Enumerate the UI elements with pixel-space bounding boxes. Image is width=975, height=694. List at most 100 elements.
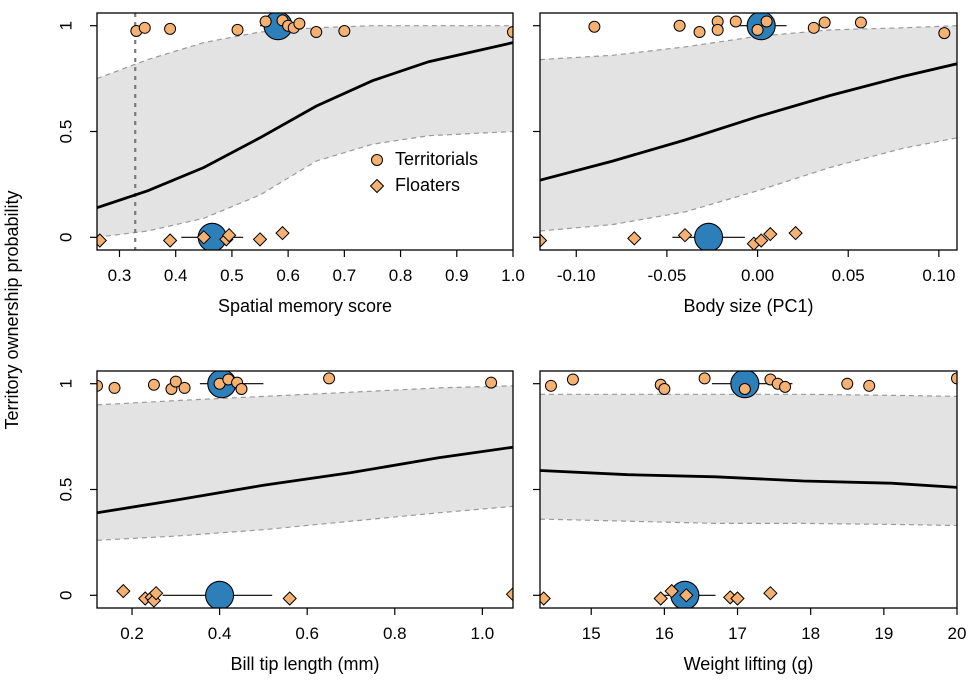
territorial-point xyxy=(566,373,579,386)
territorial-point xyxy=(178,381,191,394)
x-tick-label: 0.3 xyxy=(108,266,132,285)
plot-area xyxy=(540,13,957,250)
territorial-point xyxy=(147,378,160,391)
x-tick-label: 1.0 xyxy=(501,266,525,285)
territorial-point xyxy=(485,376,498,389)
territorial-point xyxy=(259,15,272,28)
territorial-point xyxy=(711,23,724,36)
territorial-point xyxy=(818,16,831,29)
floater-point xyxy=(763,226,778,242)
x-tick-label: -0.10 xyxy=(557,266,596,285)
territorial-point xyxy=(235,382,248,395)
x-tick-label: 0.6 xyxy=(276,266,300,285)
legend-label-floaters: Floaters xyxy=(395,175,460,195)
floater-point xyxy=(196,230,212,245)
y-tick-label: 1 xyxy=(56,21,75,30)
x-tick-label: 17 xyxy=(728,624,747,643)
floater-point xyxy=(653,591,668,606)
territorial-point xyxy=(673,19,686,32)
floater-point xyxy=(679,588,694,603)
y-tick-label: 1 xyxy=(56,379,75,388)
territorial-point xyxy=(863,379,876,392)
panel-4: 15 16 17 18 19 20 Weight lifting (g) xyxy=(533,370,966,674)
territorial-point xyxy=(169,375,182,388)
floater-point xyxy=(148,585,164,601)
territorial-point xyxy=(693,26,706,39)
legend-territorials-icon xyxy=(371,154,383,166)
floater-point xyxy=(753,233,769,248)
x-tick-label: 0.8 xyxy=(389,266,413,285)
x-tick-label: -0.05 xyxy=(648,266,687,285)
band-lower-edge xyxy=(97,505,513,541)
y-tick-label: 0 xyxy=(56,233,75,242)
floater-point xyxy=(162,233,178,248)
fit-line xyxy=(540,469,957,489)
x-tick-label: 0.9 xyxy=(445,266,469,285)
x-tick-label: 20 xyxy=(948,624,967,643)
band-upper-edge xyxy=(97,385,513,406)
territorial-point xyxy=(951,372,957,385)
x-tick-label: 0.6 xyxy=(295,624,319,643)
floater-point xyxy=(252,232,268,247)
x-tick-label: 0.2 xyxy=(120,624,144,643)
x-tick-label: 1.0 xyxy=(471,624,495,643)
territorial-point xyxy=(760,15,773,28)
floater-point xyxy=(221,227,237,243)
panels: 0.3 0.4 0.5 0.6 0.7 0.8 0.9 1.0 0 0.5 1 Spatial mem… xyxy=(56,12,966,674)
territorial-point xyxy=(938,27,951,40)
territorial-point xyxy=(544,379,557,392)
territorial-point xyxy=(588,20,601,33)
territorial-point xyxy=(338,24,351,37)
floater-point xyxy=(116,583,131,599)
plot-area xyxy=(540,371,957,608)
x-tick-label: 19 xyxy=(874,624,893,643)
confidence-band xyxy=(540,25,957,232)
legend-floaters-icon xyxy=(369,178,385,194)
x-tick-label: 0.4 xyxy=(208,624,232,643)
band-lower-edge xyxy=(540,137,957,232)
x-tick-label: 15 xyxy=(582,624,601,643)
territorial-point xyxy=(698,372,711,385)
territorial-point xyxy=(779,380,792,393)
confidence-band xyxy=(540,394,957,526)
territorial-point xyxy=(231,23,244,36)
floater-point xyxy=(677,227,693,243)
x-tick-label: 0.05 xyxy=(832,266,865,285)
floater-point xyxy=(627,231,642,246)
territorial-point xyxy=(841,377,854,390)
legend: Territorials Floaters xyxy=(369,149,478,195)
x-tick-label: 18 xyxy=(801,624,820,643)
panel-3: 0.2 0.4 0.6 0.8 1.0 0 0.5 1 Bill tip length (mm) xyxy=(56,370,514,674)
floater-point xyxy=(505,586,513,602)
floater-mean xyxy=(205,580,235,608)
floater-point xyxy=(664,583,679,599)
fit-line xyxy=(97,445,513,515)
y-tick-label: 0.5 xyxy=(56,120,75,144)
territorial-point xyxy=(164,22,177,35)
y-tick-label: 0.5 xyxy=(56,478,75,502)
floater-point xyxy=(730,591,745,606)
band-lower-edge xyxy=(540,518,957,527)
x-tick-label: 0.8 xyxy=(383,624,407,643)
territorial-point xyxy=(310,26,323,39)
y-axis-label: Territory ownership probability xyxy=(2,190,22,429)
panel-2: -0.10 -0.05 0.00 0.05 0.10 Body size (PC1) xyxy=(533,12,958,316)
x-tick-label: 0.00 xyxy=(741,266,774,285)
y-tick-label: 0 xyxy=(56,591,75,600)
x-tick-label: 0.10 xyxy=(922,266,955,285)
x-tick-label: 0.7 xyxy=(333,266,357,285)
x-axis-label: Bill tip length (mm) xyxy=(230,654,379,674)
territorial-point xyxy=(323,372,336,385)
floater-mean xyxy=(694,222,724,250)
band-upper-edge xyxy=(540,393,957,397)
panel-1: 0.3 0.4 0.5 0.6 0.7 0.8 0.9 1.0 0 0.5 1 Spatial mem… xyxy=(56,12,525,316)
territorial-point xyxy=(751,23,764,36)
territorial-point xyxy=(507,26,513,39)
legend-label-territorials: Territorials xyxy=(395,149,478,169)
floater-point xyxy=(275,225,290,241)
territorial-point xyxy=(729,15,742,28)
floater-point xyxy=(97,233,108,248)
plot-area xyxy=(97,371,513,608)
fit-line xyxy=(540,62,957,182)
x-axis-label: Weight lifting (g) xyxy=(684,654,814,674)
